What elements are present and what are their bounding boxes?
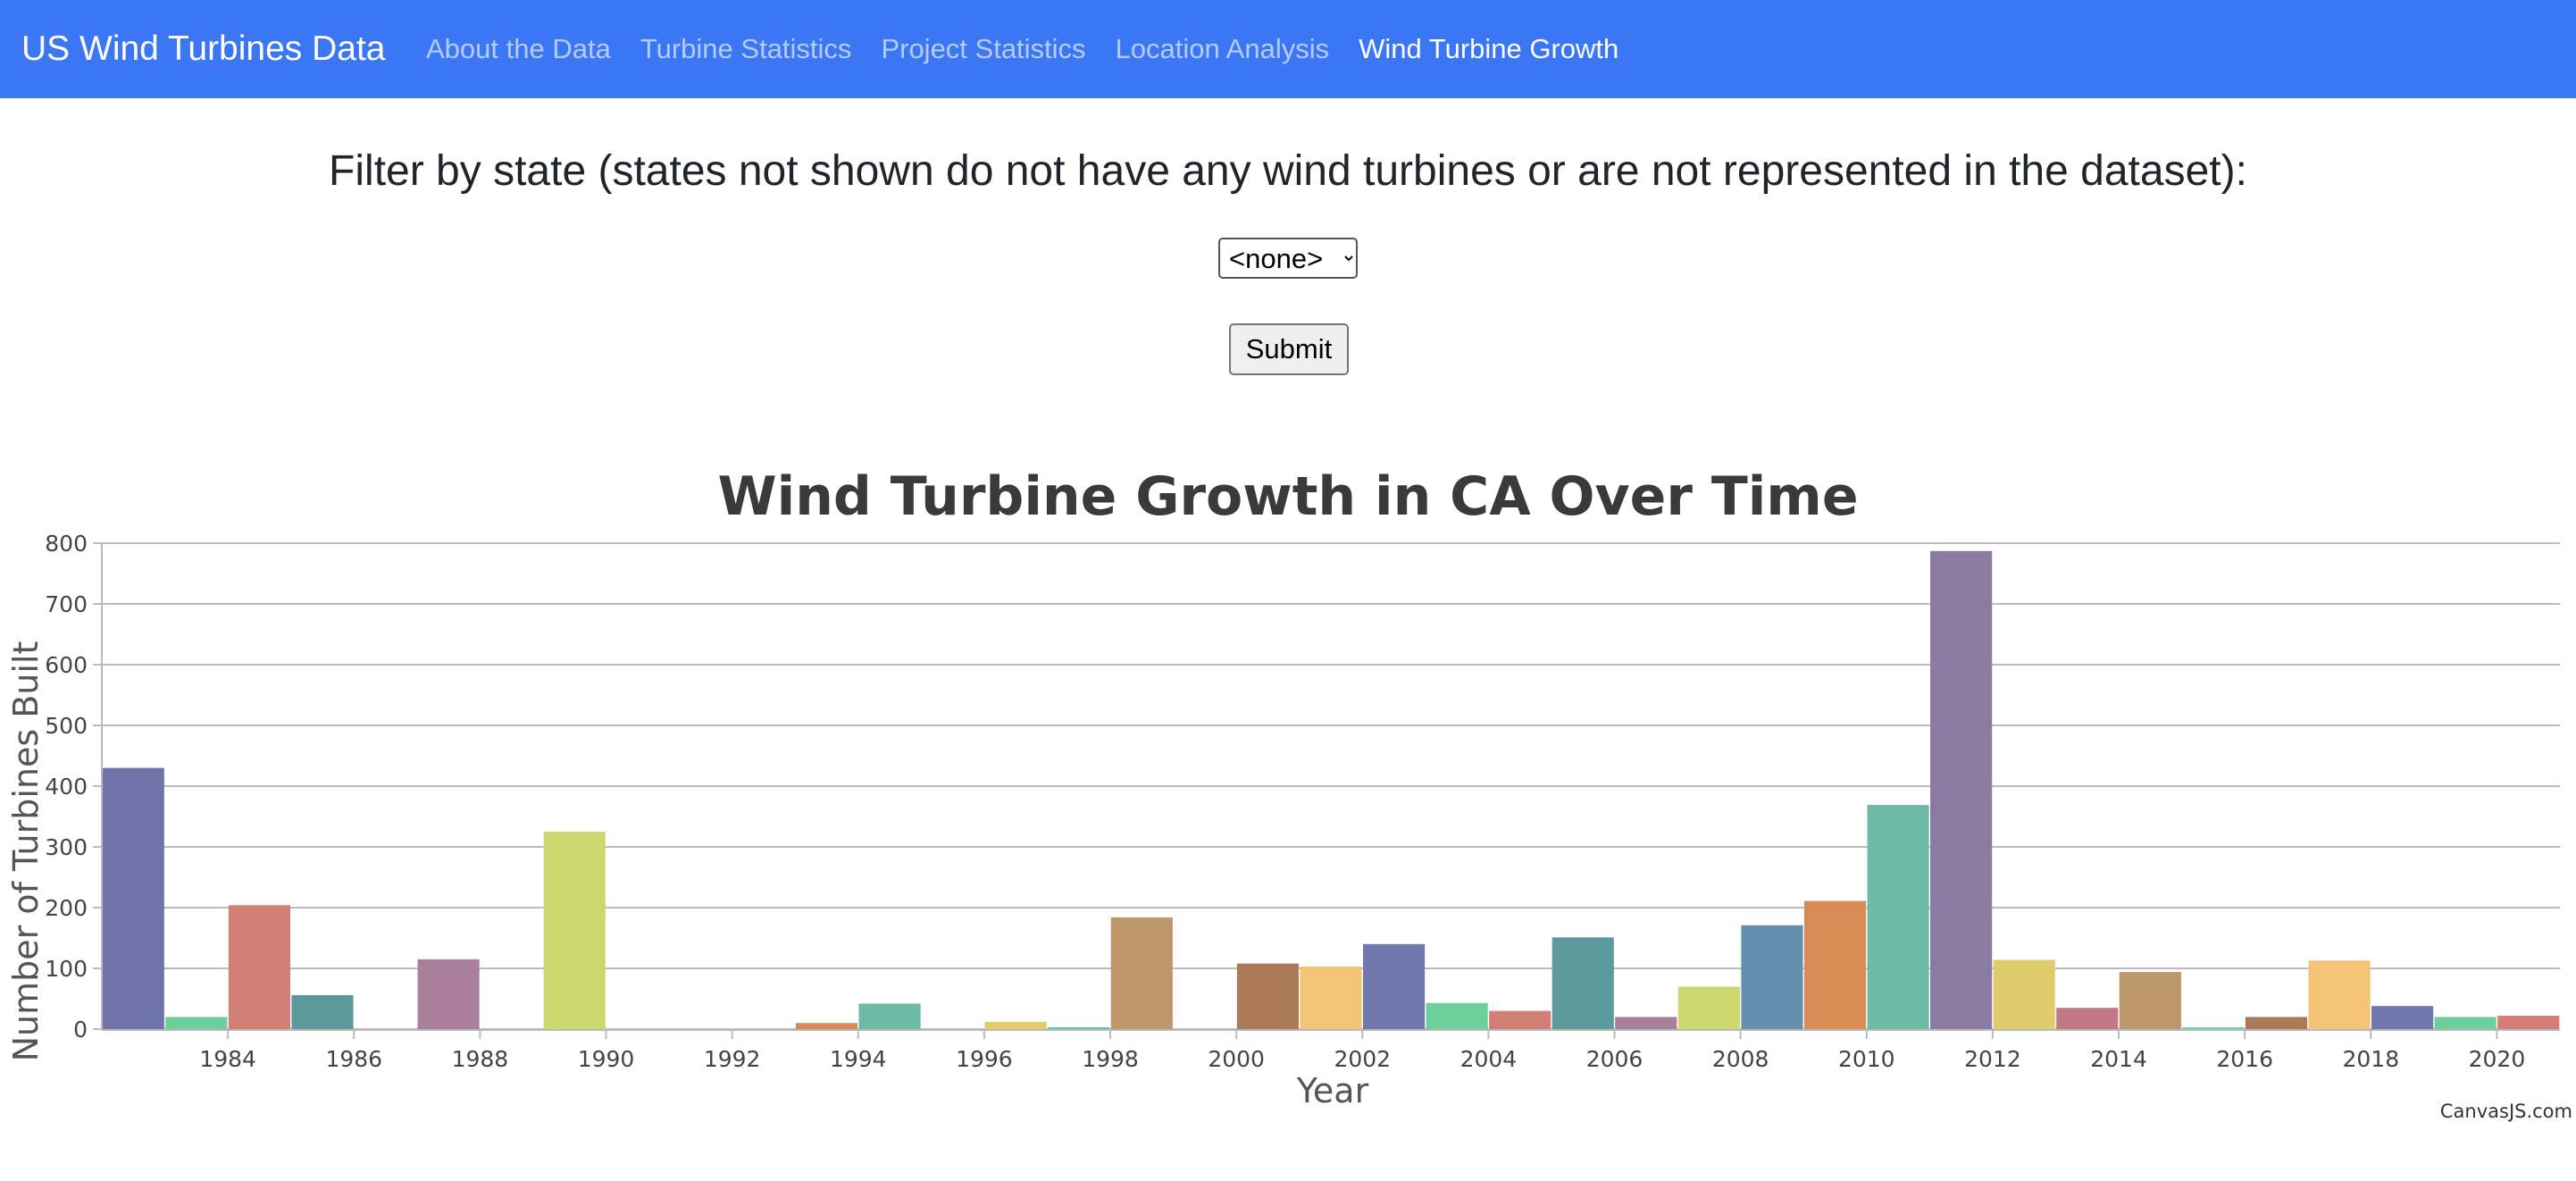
bars: [102, 550, 2560, 1029]
x-tick-label: 1986: [325, 1046, 382, 1072]
gridlines: [93, 542, 2560, 1030]
bar-2010[interactable]: [1803, 900, 1867, 1029]
nav-link-about-the-data[interactable]: About the Data: [426, 33, 611, 64]
y-tick-label: 600: [45, 652, 88, 678]
bar-1994[interactable]: [795, 1023, 858, 1029]
bar-2002[interactable]: [1300, 966, 1362, 1029]
bar-2019[interactable]: [2371, 1006, 2434, 1029]
bar-1986[interactable]: [291, 994, 354, 1029]
bar-2018[interactable]: [2308, 960, 2371, 1029]
bar-1988[interactable]: [417, 959, 480, 1029]
bar-1985[interactable]: [228, 905, 290, 1029]
y-tick-label: 700: [45, 591, 88, 617]
x-tick-label: 1994: [830, 1046, 887, 1072]
x-tick-label: 2018: [2342, 1046, 2399, 1072]
bar-2006[interactable]: [1551, 937, 1614, 1029]
bar-2005[interactable]: [1489, 1010, 1551, 1029]
bar-2013[interactable]: [1993, 959, 2055, 1029]
x-tick-label: 2000: [1208, 1046, 1265, 1072]
navbar: US Wind Turbines Data About the Data Tur…: [0, 0, 2576, 98]
x-tick-label: 1990: [578, 1046, 635, 1072]
x-tick-label: 2008: [1712, 1046, 1769, 1072]
x-tick-label: 1996: [956, 1046, 1013, 1072]
chart-title: Wind Turbine Growth in CA Over Time: [717, 465, 1858, 528]
nav-link-wind-turbine-growth[interactable]: Wind Turbine Growth: [1359, 33, 1619, 64]
x-tick-label: 2012: [1964, 1046, 2021, 1072]
x-axis-label: Year: [1296, 1071, 1369, 1110]
bar-2009[interactable]: [1741, 925, 1803, 1029]
y-tick-label: 0: [73, 1017, 88, 1043]
y-tick-label: 400: [45, 774, 88, 800]
bar-2017[interactable]: [2245, 1017, 2308, 1029]
filter-label: Filter by state (states not shown do not…: [329, 147, 2247, 195]
bar-2011[interactable]: [1867, 805, 1929, 1029]
bar-2008[interactable]: [1677, 986, 1740, 1029]
canvasjs-credit-link[interactable]: CanvasJS.com: [2439, 1101, 2572, 1122]
nav-link-project-statistics[interactable]: Project Statistics: [881, 33, 1086, 64]
bar-1999[interactable]: [1110, 917, 1173, 1029]
bar-2016[interactable]: [2182, 1026, 2245, 1029]
state-select[interactable]: <none>: [1218, 238, 1358, 279]
turbine-growth-chart: Wind Turbine Growth in CA Over Time 0 100…: [6, 465, 2560, 1110]
bar-1984[interactable]: [165, 1017, 228, 1029]
nav-link-location-analysis[interactable]: Location Analysis: [1115, 33, 1330, 64]
bar-2021[interactable]: [2497, 1016, 2560, 1029]
bar-2001[interactable]: [1236, 963, 1300, 1029]
bar-2015[interactable]: [2119, 972, 2181, 1029]
y-tick-label: 200: [45, 895, 88, 921]
bar-2003[interactable]: [1362, 943, 1426, 1029]
x-tick-label: 2002: [1334, 1046, 1391, 1072]
submit-button[interactable]: Submit: [1229, 323, 1349, 375]
x-tick-label: 2004: [1460, 1046, 1518, 1072]
bar-1998[interactable]: [1048, 1026, 1110, 1029]
bar-2012[interactable]: [1930, 550, 1993, 1029]
x-tick-label: 1984: [199, 1046, 256, 1072]
y-tick-label: 500: [45, 713, 88, 739]
y-tick-label: 800: [45, 531, 88, 557]
bar-2007[interactable]: [1615, 1017, 1677, 1029]
nav-link-turbine-statistics[interactable]: Turbine Statistics: [640, 33, 852, 64]
navbar-brand[interactable]: US Wind Turbines Data: [21, 29, 386, 68]
axes: 0 100 200 300 400 500 600 700 800 1984 1986 1988 199…: [45, 531, 2560, 1072]
y-axis-label: Number of Turbines Built: [6, 641, 46, 1062]
nav-list: About the Data Turbine Statistics Projec…: [426, 0, 1648, 98]
bar-1997[interactable]: [984, 1021, 1047, 1029]
bar-1995[interactable]: [858, 1003, 921, 1029]
x-tick-label: 2020: [2469, 1046, 2526, 1072]
x-tick-label: 2010: [1838, 1046, 1895, 1072]
x-tick-label: 1988: [452, 1046, 509, 1072]
x-tick-label: 2016: [2216, 1046, 2273, 1072]
x-tick-label: 2014: [2090, 1046, 2147, 1072]
bar-1983[interactable]: [102, 767, 164, 1029]
x-tick-label: 2006: [1586, 1046, 1643, 1072]
x-tick-label: 1998: [1082, 1046, 1139, 1072]
y-tick-label: 100: [45, 956, 88, 982]
bar-2014[interactable]: [2056, 1008, 2119, 1029]
y-tick-label: 300: [45, 834, 88, 860]
bar-2004[interactable]: [1426, 1002, 1488, 1029]
bar-1990[interactable]: [543, 832, 606, 1029]
bar-2020[interactable]: [2434, 1017, 2497, 1029]
x-tick-label: 1992: [704, 1046, 761, 1072]
